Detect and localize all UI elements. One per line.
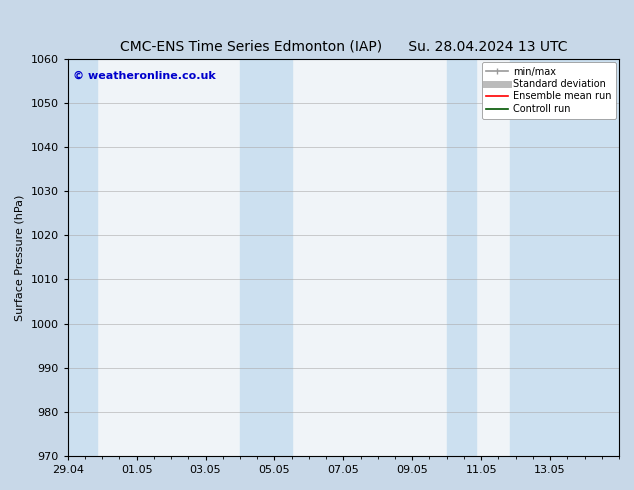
Legend: min/max, Standard deviation, Ensemble mean run, Controll run: min/max, Standard deviation, Ensemble me… [482, 62, 616, 119]
Text: © weatheronline.co.uk: © weatheronline.co.uk [73, 71, 216, 81]
Bar [510, 59, 619, 456]
Title: CMC-ENS Time Series Edmonton (IAP)      Su. 28.04.2024 13 UTC: CMC-ENS Time Series Edmonton (IAP) Su. 2… [120, 40, 567, 53]
Bar [447, 59, 476, 456]
Bar [240, 59, 292, 456]
Y-axis label: Surface Pressure (hPa): Surface Pressure (hPa) [15, 194, 25, 320]
Bar [68, 59, 97, 456]
